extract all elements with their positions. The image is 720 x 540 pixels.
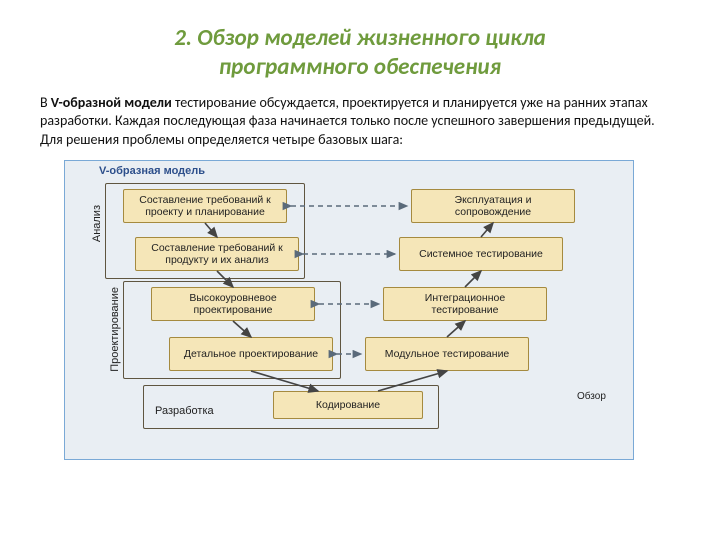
label-review: Обзор — [577, 391, 606, 402]
node-left-3: Детальное проектирование — [169, 337, 333, 371]
node-right-1: Системное тестирование — [399, 237, 563, 271]
title-line-2: программного обеспечения — [219, 53, 501, 81]
slide-title: 2. Обзор моделей жизненного цикла програ… — [40, 24, 680, 82]
node-right-3: Модульное тестирование — [365, 337, 529, 371]
v-model-diagram: V-образная модель Анализ Проектирование … — [64, 160, 634, 460]
node-right-2: Интеграционное тестирование — [383, 287, 547, 321]
body-bold: V-образной модели — [51, 94, 172, 111]
label-design: Проектирование — [109, 287, 121, 372]
label-dev: Разработка — [155, 405, 214, 417]
node-bottom: Кодирование — [273, 391, 423, 419]
diagram-title: V-образная модель — [99, 165, 205, 177]
node-right-0: Эксплуатация и сопровождение — [411, 189, 575, 223]
node-left-0: Составление требований к проекту и плани… — [123, 189, 287, 223]
slide: 2. Обзор моделей жизненного цикла програ… — [0, 0, 720, 460]
label-analysis: Анализ — [91, 205, 103, 242]
node-left-1: Составление требований к продукту и их а… — [135, 237, 299, 271]
node-left-2: Высокоуровневое проектирование — [151, 287, 315, 321]
body-prefix: В — [40, 94, 51, 111]
title-line-1: 2. Обзор моделей жизненного цикла — [174, 24, 546, 52]
body-paragraph: В V-образной модели тестирование обсужда… — [40, 94, 680, 151]
